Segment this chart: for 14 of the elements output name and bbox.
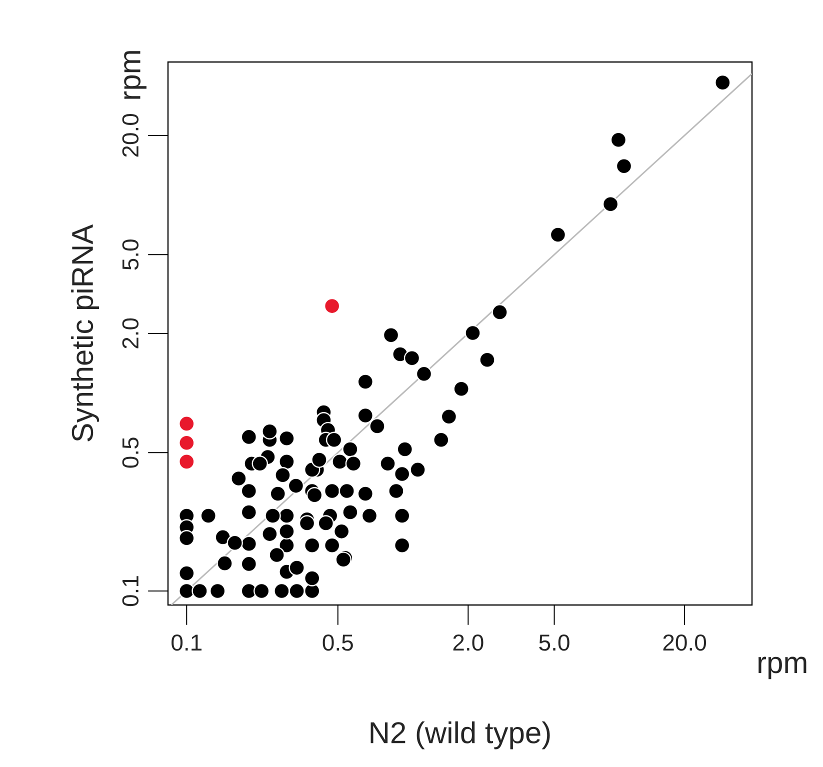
text: rpm bbox=[124, 51, 146, 99]
y-tick-label: 0.5 bbox=[122, 438, 139, 468]
y-tick-label: 5.0 bbox=[122, 240, 139, 270]
x-tick-label: 5.0 bbox=[539, 634, 570, 651]
y-tick-label: 2.0 bbox=[122, 318, 139, 348]
x-tick-label: 20.0 bbox=[663, 634, 706, 651]
x-tick-label: 0.1 bbox=[172, 634, 202, 651]
x-tick-label: 2.0 bbox=[453, 634, 484, 651]
y-tick-label: 20.0 bbox=[122, 114, 139, 157]
x-axis-title: N2 (wild type) bbox=[370, 721, 550, 750]
y-axis-title: Synthetic piRNA bbox=[71, 224, 100, 442]
x-tick-label: 0.5 bbox=[322, 634, 353, 651]
y-tick-label: 0.1 bbox=[122, 576, 139, 606]
text: rpm bbox=[758, 656, 806, 680]
